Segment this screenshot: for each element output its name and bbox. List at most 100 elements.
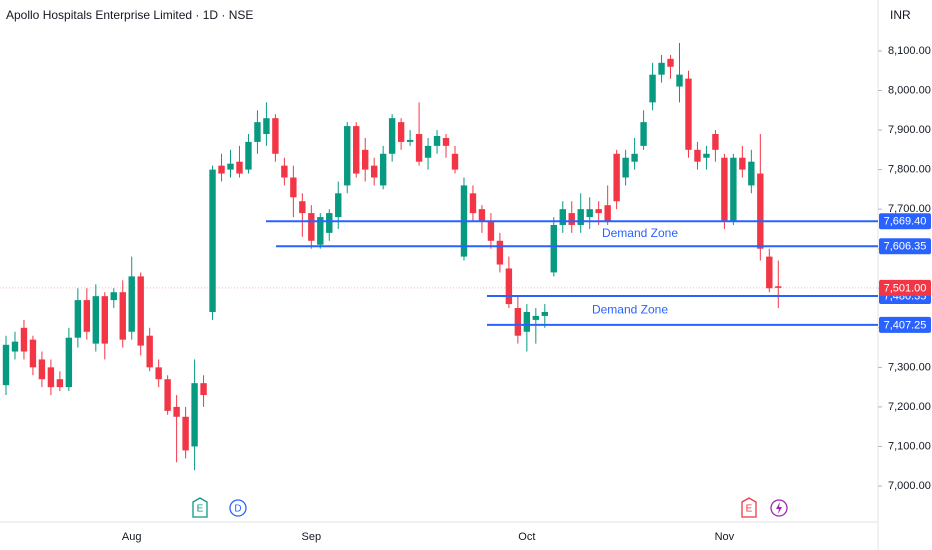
y-tick-label: 7,100.00: [888, 440, 931, 452]
y-tick-label: 8,100.00: [888, 45, 931, 57]
candle-body: [299, 201, 306, 214]
candle-body: [748, 161, 755, 186]
candle-body: [227, 163, 234, 170]
candle-body: [290, 177, 297, 198]
candle-body: [532, 315, 540, 320]
candle-body: [335, 193, 342, 218]
event-marker[interactable]: E: [192, 497, 208, 518]
candle-body: [739, 157, 746, 170]
candle-body: [406, 139, 414, 142]
candle-body: [541, 311, 548, 316]
candle-body: [200, 383, 207, 396]
candle-body: [721, 157, 728, 222]
price-label: 7,606.35: [884, 241, 927, 253]
x-tick-label: Nov: [715, 531, 735, 543]
event-icon[interactable]: [770, 499, 788, 517]
candle-body: [209, 169, 216, 312]
candle-body: [119, 292, 126, 340]
candle-body: [433, 135, 441, 146]
candle-body: [478, 209, 486, 222]
event-label: E: [197, 504, 204, 515]
candle-body: [92, 296, 99, 344]
price-label-box: [879, 238, 931, 255]
candle-body: [29, 339, 37, 368]
candle-body: [353, 126, 360, 174]
candle-body: [362, 149, 369, 170]
x-tick-label: Sep: [302, 531, 322, 543]
candle-body: [272, 118, 279, 154]
candle-body: [281, 165, 288, 178]
price-label: 7,669.40: [884, 216, 927, 228]
zone-label: Demand Zone: [602, 226, 678, 240]
zone-label: Demand Zone: [592, 303, 668, 317]
candle-body: [442, 137, 450, 146]
candle-body: [388, 118, 396, 154]
event-label: D: [234, 504, 241, 515]
candle-body: [640, 122, 647, 146]
candle-body: [523, 311, 531, 332]
x-tick-label: Oct: [518, 531, 535, 543]
candle-body: [649, 74, 656, 103]
price-label-box: [879, 279, 931, 296]
candle-body: [47, 367, 55, 388]
candle-body: [496, 240, 504, 265]
candle-body: [451, 153, 459, 170]
candle-body: [379, 153, 387, 186]
candle-body: [775, 286, 782, 288]
price-label-box: [879, 213, 931, 230]
event-marker[interactable]: E: [741, 497, 757, 518]
candle-body: [308, 213, 315, 241]
y-tick-label: 7,900.00: [888, 124, 931, 136]
candle-body: [397, 122, 405, 142]
candle-body: [65, 337, 73, 388]
candle-body: [164, 379, 171, 411]
candle-body: [712, 134, 719, 150]
candle-body: [191, 383, 198, 447]
y-tick-label: 7,800.00: [888, 164, 931, 176]
candle-body: [38, 359, 46, 380]
currency: INR: [890, 8, 911, 22]
candle-body: [505, 268, 513, 305]
y-tick-label: 7,300.00: [888, 361, 931, 373]
candle-body: [155, 367, 162, 380]
candle-body: [676, 74, 683, 87]
candle-body: [667, 58, 674, 67]
candle-body: [487, 221, 495, 241]
candle-body: [622, 157, 629, 178]
candle-body: [586, 209, 593, 218]
price-label: 7,501.00: [884, 282, 927, 294]
x-tick-label: Aug: [122, 531, 142, 543]
candle-body: [128, 276, 135, 332]
candle-body: [344, 126, 351, 186]
candle-body: [263, 118, 270, 135]
candle-body: [182, 416, 189, 451]
candle-body: [254, 122, 261, 142]
y-tick-label: 7,200.00: [888, 401, 931, 413]
event-marker[interactable]: D: [229, 499, 247, 517]
candle-body: [137, 276, 144, 346]
candle-body: [218, 165, 225, 174]
candle-body: [469, 193, 477, 214]
candle-body: [11, 341, 19, 352]
event-badge: [192, 497, 208, 518]
candle-body: [83, 300, 91, 332]
event-badge: [741, 497, 757, 518]
candle-body: [703, 153, 710, 158]
event-label: E: [746, 504, 753, 515]
candle-body: [2, 344, 10, 386]
price-label-box: [879, 316, 931, 333]
candle-body: [757, 173, 764, 249]
candle-body: [694, 149, 701, 162]
candle-body: [20, 327, 28, 352]
candle-body: [631, 153, 638, 162]
candle-body: [685, 78, 692, 150]
candle-body: [595, 209, 602, 214]
candle-body: [658, 62, 665, 75]
chart-title: Apollo Hospitals Enterprise Limited · 1D…: [6, 8, 253, 22]
candle-body: [604, 205, 611, 222]
candle-body: [568, 213, 575, 225]
lightning-icon: [776, 502, 782, 514]
candle-body: [730, 157, 737, 222]
